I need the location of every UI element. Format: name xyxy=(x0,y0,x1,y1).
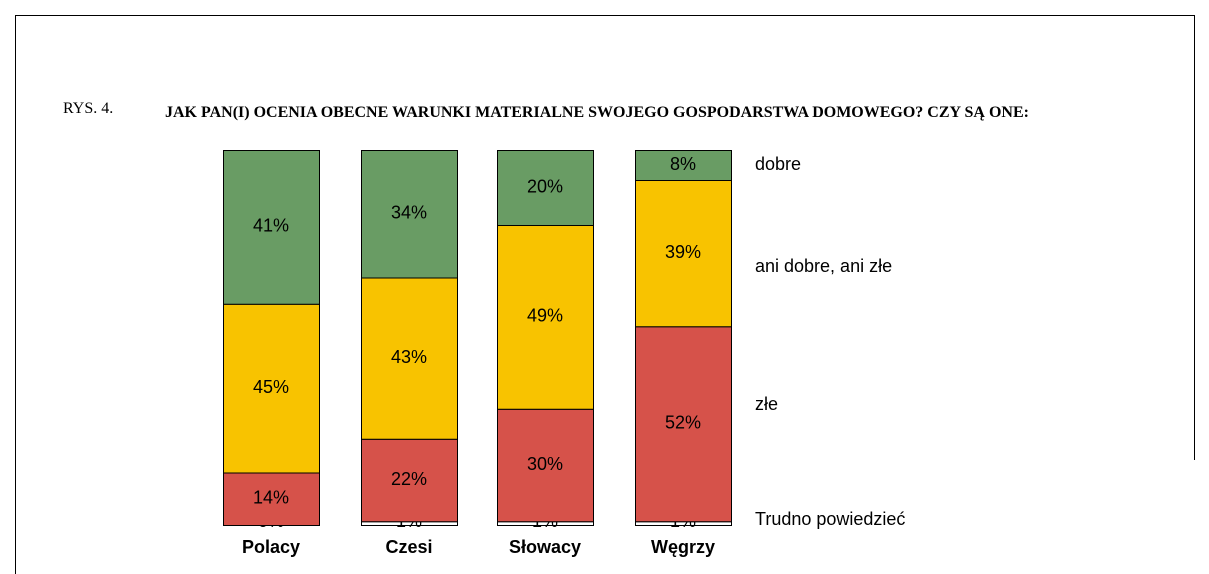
x-tick-label: Węgrzy xyxy=(651,537,715,557)
bar-segment xyxy=(497,225,594,410)
bar-segment xyxy=(361,438,458,523)
value-label: 30% xyxy=(527,454,563,474)
value-label: 41% xyxy=(253,216,289,236)
legend-label: złe xyxy=(755,394,778,414)
figure-label: RYS. 4. xyxy=(63,100,114,117)
bar-segment xyxy=(361,277,458,440)
legend-label: dobre xyxy=(755,154,801,174)
bar-segment xyxy=(635,326,732,523)
value-label: 34% xyxy=(391,203,427,223)
x-tick-label: Czesi xyxy=(385,537,432,557)
value-label: 20% xyxy=(527,176,563,196)
value-label: 8% xyxy=(670,154,696,174)
bar-segment xyxy=(497,408,594,523)
value-label: 39% xyxy=(665,242,701,262)
x-tick-label: Polacy xyxy=(242,537,300,557)
legend-label: ani dobre, ani złe xyxy=(755,256,892,276)
bar-segment xyxy=(635,180,732,328)
value-label: 14% xyxy=(253,488,289,508)
x-tick-label: Słowacy xyxy=(509,537,581,557)
bar-segment xyxy=(361,150,458,279)
value-label: 49% xyxy=(527,306,563,326)
bar-segment xyxy=(635,150,732,181)
value-label: 52% xyxy=(665,413,701,433)
bar-segment xyxy=(223,303,320,474)
bar-segment xyxy=(223,472,320,526)
value-label: 45% xyxy=(253,377,289,397)
legend-label: Trudno powiedzieć xyxy=(755,509,905,529)
value-label: 43% xyxy=(391,347,427,367)
frame xyxy=(15,15,1195,574)
value-label: 22% xyxy=(391,469,427,489)
bar-segment xyxy=(223,150,320,305)
bar-segment xyxy=(497,150,594,226)
chart-title: JAK PAN(I) OCENIA OBECNE WARUNKI MATERIA… xyxy=(165,104,1029,121)
